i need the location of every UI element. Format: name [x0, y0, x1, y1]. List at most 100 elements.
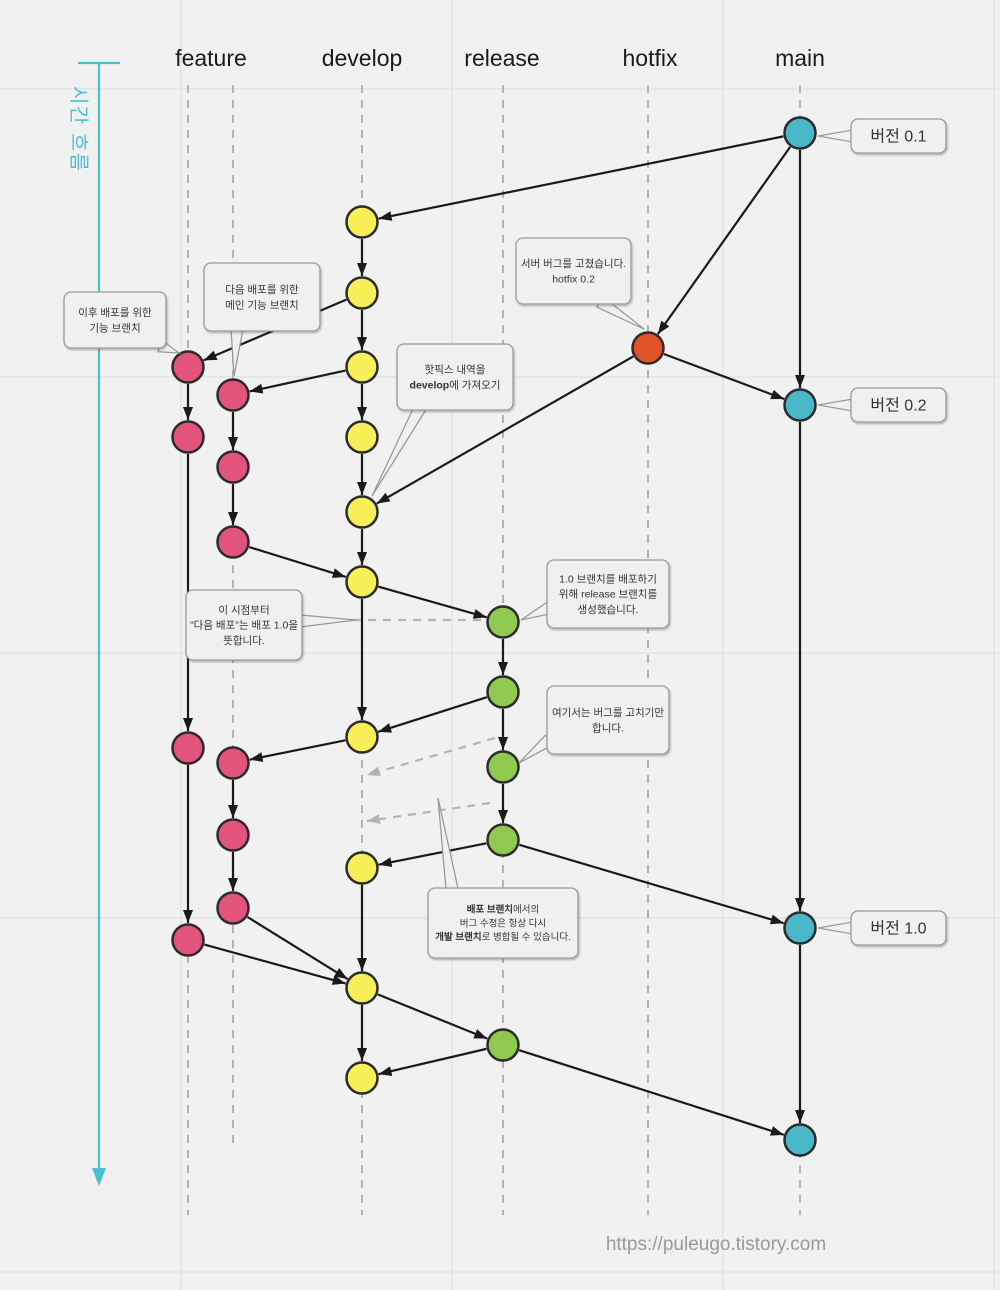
commit-r1: [486, 605, 520, 639]
commit-d3: [345, 350, 379, 384]
callout-text: 합니다.: [592, 722, 624, 734]
commit-d4: [345, 420, 379, 454]
commit-r5: [486, 1028, 520, 1062]
callout-text: 이후 배포를 위한: [78, 306, 152, 319]
branch-header-release: release: [464, 45, 539, 71]
callout-tail: [817, 398, 854, 412]
callout-tail: [817, 921, 854, 935]
callout-text: 1.0 브랜치를 배포하기: [559, 572, 657, 585]
edge-d7-g4: [249, 739, 346, 762]
commit-m4: [783, 1123, 817, 1157]
commit-f1: [171, 350, 205, 384]
edge-r5-m4: [518, 1049, 785, 1136]
callout-tail: [371, 404, 427, 497]
headers-layer: feature develop release hotfix main: [175, 45, 825, 71]
nodes-layer: [171, 116, 817, 1157]
commit-d2: [345, 276, 379, 310]
commit-d7: [345, 720, 379, 754]
commit-r3: [486, 750, 520, 784]
callout-text: 기능 브랜치: [89, 322, 140, 334]
callout-text: 서버 버그를 고쳤습니다.: [521, 258, 626, 270]
callout-box: [203, 262, 321, 332]
callout-text: 뜻합니다.: [223, 635, 265, 647]
callout-tail: [230, 327, 244, 377]
watermark-url: https://puleugo.tistory.com: [606, 1234, 826, 1255]
callout-text: 버전 0.1: [870, 128, 926, 146]
edge-r4-m3: [518, 843, 785, 925]
callout-box: [546, 685, 670, 755]
commit-f4: [171, 923, 205, 957]
time-axis-label: 시간 흐름: [67, 86, 90, 173]
edge-m1-d1: [378, 135, 784, 221]
callout-box: [850, 118, 947, 154]
commit-d1: [345, 205, 379, 239]
commit-g5: [216, 818, 250, 852]
callout-text: develop에 가져오기: [410, 379, 501, 391]
release-to-develop-hint-1: [366, 736, 496, 777]
callout-box: [850, 910, 947, 946]
callout-text: 버전 0.2: [870, 397, 926, 415]
edge-r4-d8: [378, 842, 487, 868]
release-to-develop-hint-2: [366, 801, 491, 825]
callout-text: 배포 브랜치에서의: [467, 904, 540, 916]
time-axis: 시간 흐름: [67, 61, 120, 1186]
callouts-layer: 버전 0.1 버전 0.2 버전 1.0 서버 버그를 고쳤습니다. hotfix 0.…: [63, 118, 947, 959]
edge-d9-r5: [377, 993, 488, 1040]
commit-h1: [631, 331, 665, 365]
callout-box: [515, 237, 632, 305]
callout-box: [427, 887, 579, 959]
callout-text: 메인 기능 브랜치: [225, 299, 298, 311]
commit-d9: [345, 971, 379, 1005]
callout-hotfix-note: 서버 버그를 고쳤습니다. hotfix 0.2: [515, 237, 645, 330]
commit-r2: [486, 675, 520, 709]
callout-text: 여기서는 버그를 고치기만: [552, 707, 664, 719]
edge-d3-g1: [249, 369, 346, 394]
commit-f3: [171, 731, 205, 765]
callout-text: 다음 배포를 위한: [225, 283, 299, 296]
commit-d5: [345, 495, 379, 529]
callout-tail: [299, 614, 357, 628]
callout-text: "다음 배포"는 배포 1.0을: [190, 620, 298, 632]
commit-g2: [216, 450, 250, 484]
commit-m3: [783, 911, 817, 945]
callout-box: [63, 291, 167, 349]
callout-text: hotfix 0.2: [552, 273, 595, 285]
commit-d10: [345, 1061, 379, 1095]
commit-r4: [486, 823, 520, 857]
time-axis-arrow: [92, 1168, 106, 1186]
branch-header-feature: feature: [175, 45, 247, 71]
commit-g3: [216, 525, 250, 559]
callout-version-1-0: 버전 1.0: [817, 910, 947, 946]
edges-layer: [183, 135, 805, 1136]
callout-tail: [437, 797, 459, 891]
commit-g1: [216, 378, 250, 412]
callout-tail: [817, 129, 854, 143]
branch-header-develop: develop: [322, 45, 403, 71]
callout-version-0-1: 버전 0.1: [817, 118, 947, 154]
commit-m1: [783, 116, 817, 150]
callout-text: 이 시점부터: [218, 604, 269, 616]
edge-d6-r1: [378, 585, 487, 619]
branch-header-hotfix: hotfix: [623, 45, 678, 71]
edge-g3-d6: [248, 545, 347, 579]
edge-m1-h1: [656, 146, 792, 335]
callout-text: 핫픽스 내역을: [425, 364, 486, 376]
callout-text: 버전 1.0: [870, 920, 926, 938]
callout-text: 버그 수정은 항상 다시: [460, 918, 547, 929]
commit-d6: [345, 565, 379, 599]
commit-m2: [783, 388, 817, 422]
edge-r5-d10: [378, 1047, 487, 1077]
callout-box: [185, 589, 303, 661]
callout-text: 위해 release 브랜치를: [559, 588, 658, 601]
branch-header-main: main: [775, 45, 825, 71]
edge-g6-d9: [246, 916, 349, 980]
callout-box: [850, 387, 947, 423]
edge-r2-d7: [377, 696, 488, 733]
